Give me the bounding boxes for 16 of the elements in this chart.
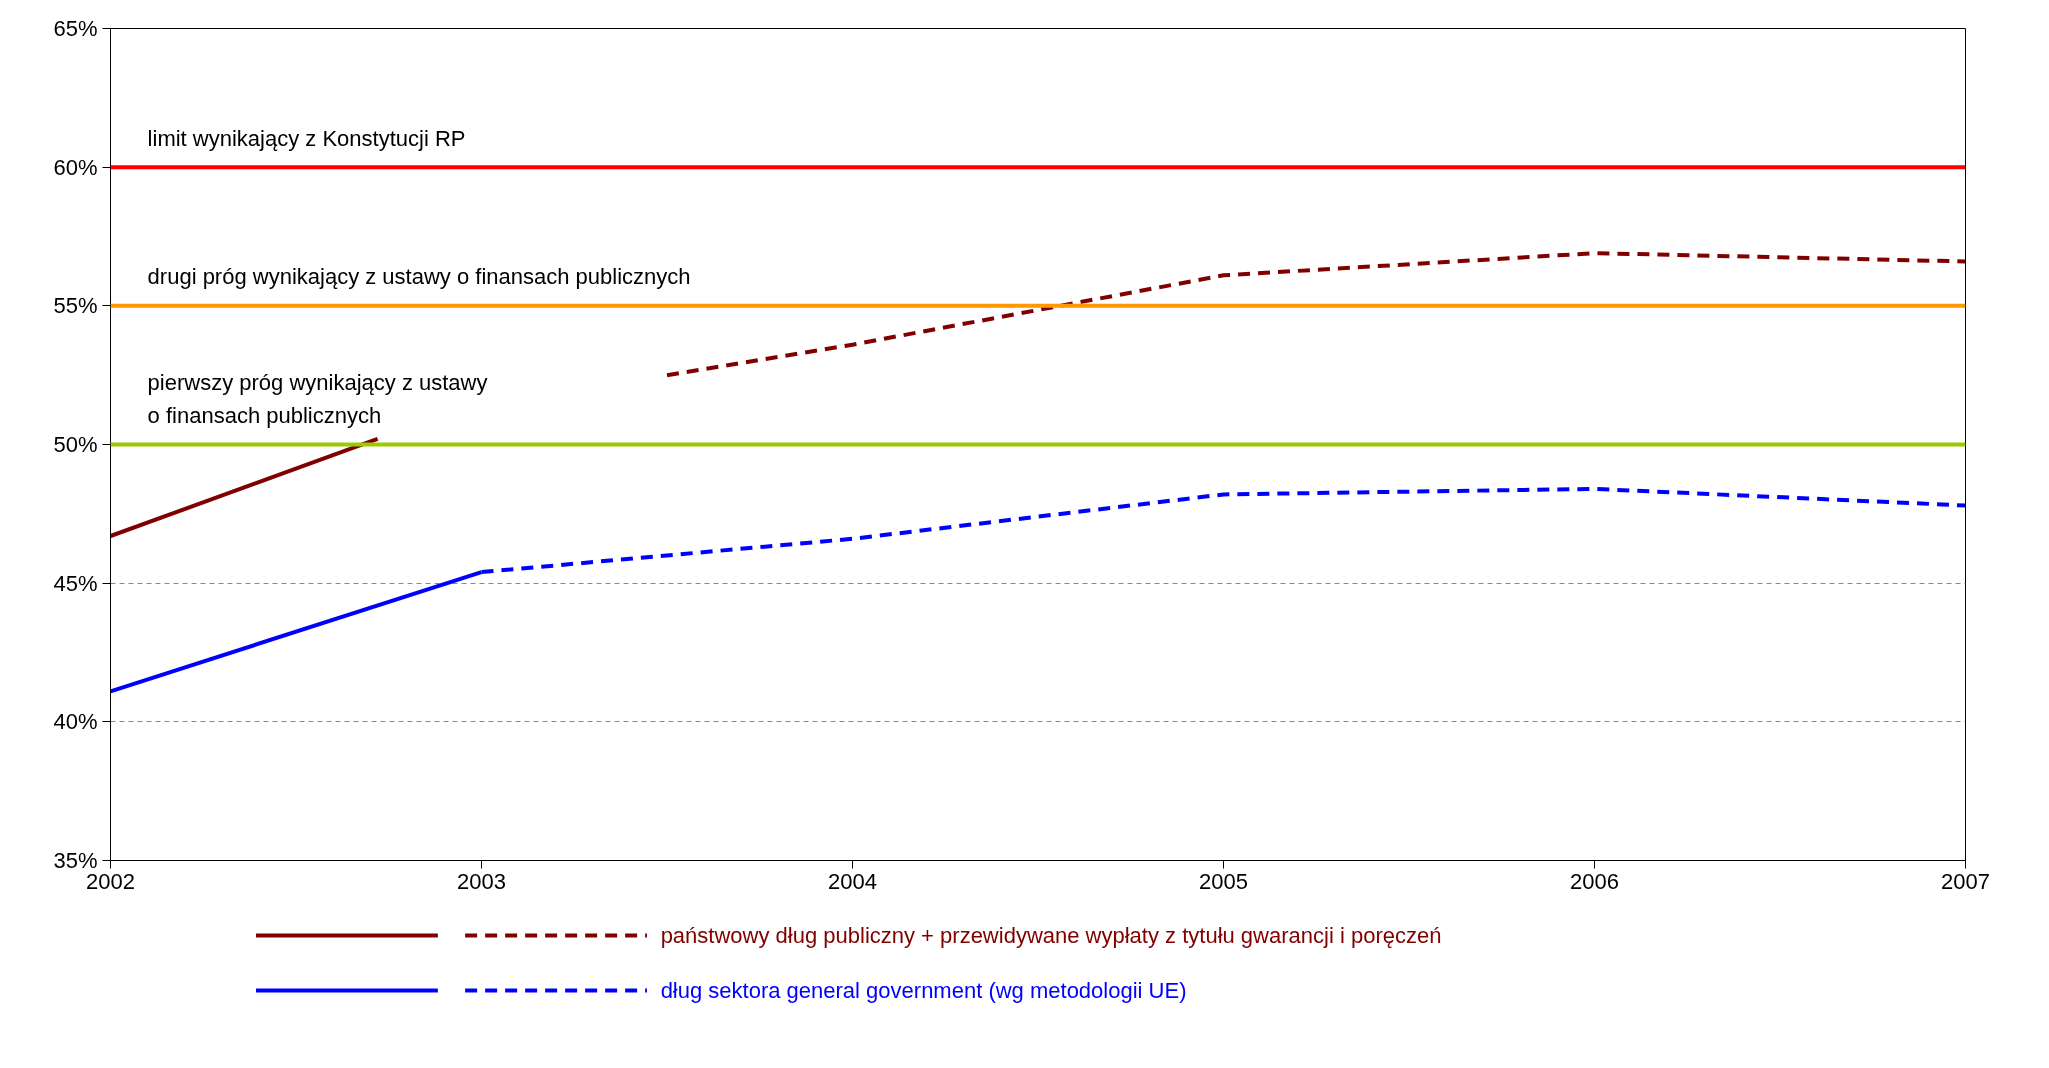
ref-line-label: drugi próg wynikający z ustawy o finansach publicznych [147, 264, 691, 290]
x-tick-label: 2004 [828, 868, 877, 894]
text: dług sektora general government (wg metodologii UE) [660, 978, 1187, 1003]
x-tick-label: 2007 [1941, 868, 1990, 894]
text: państwowy dług publiczny + przewidywane wypłaty z tytułu gwarancji i poręczeń [660, 923, 1442, 948]
ref-line-label: limit wynikający z Konstytucji RP [147, 125, 466, 151]
y-tick-label: 60% [53, 154, 98, 180]
x-tick-label: 2006 [1570, 868, 1619, 894]
y-tick-label: 50% [53, 432, 98, 457]
y-tick-label: 65% [53, 16, 98, 41]
x-tick-label: 2003 [457, 868, 506, 894]
y-tick-label: 55% [53, 293, 98, 319]
y-tick-label: 45% [53, 570, 98, 596]
x-tick-label: 2005 [1199, 868, 1248, 894]
y-tick-label: 40% [53, 709, 98, 735]
ref-line-label: pierwszy próg wynikający z ustawy o finansach publicznych [147, 369, 488, 428]
